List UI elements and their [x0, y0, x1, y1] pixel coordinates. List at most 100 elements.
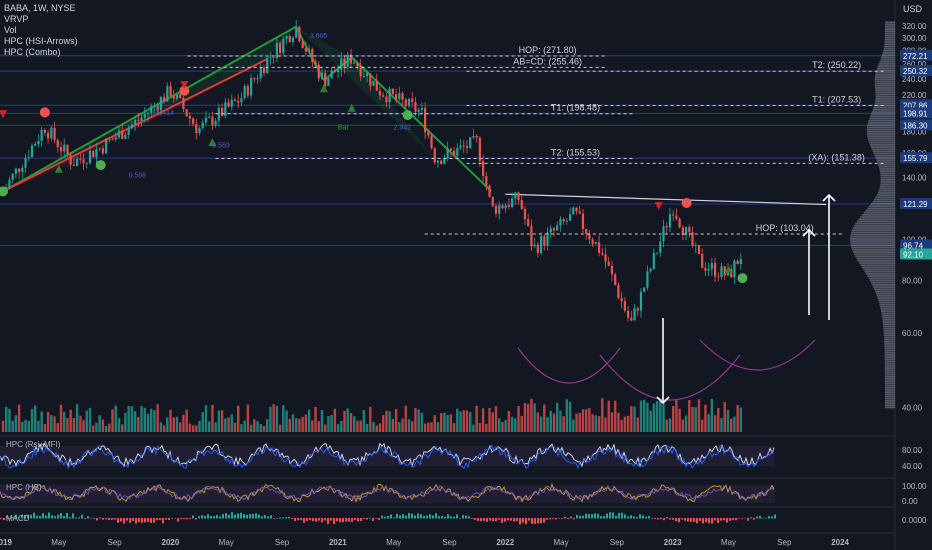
volume-bar	[153, 410, 156, 432]
candle	[436, 160, 440, 163]
volume-bar	[5, 406, 8, 432]
candle	[301, 41, 304, 48]
time-tick-label: May	[219, 538, 234, 547]
macd-bar	[222, 514, 224, 519]
candle	[523, 208, 527, 220]
volume-profile-bar	[884, 21, 895, 24]
candle	[733, 260, 736, 278]
volume-bar	[652, 403, 656, 432]
candle	[30, 145, 34, 158]
candle	[156, 105, 159, 111]
macd-bar	[9, 518, 11, 519]
volume-profile-bar	[878, 163, 895, 166]
volume-profile-bar	[883, 47, 895, 50]
macd-bar	[426, 515, 428, 519]
candle	[701, 253, 704, 268]
volume-bar	[414, 408, 417, 432]
macd-bar	[555, 518, 557, 520]
candle	[552, 228, 556, 231]
candle	[694, 245, 697, 246]
indicator-hpc-combo[interactable]: HPC (Combo)	[4, 47, 61, 57]
candle	[427, 131, 430, 136]
volume-bar	[92, 425, 95, 432]
volume-bar	[365, 423, 369, 432]
macd-bar	[381, 515, 383, 519]
macd-bar	[714, 518, 716, 521]
candle	[240, 98, 243, 103]
macd-bar	[294, 518, 296, 522]
volume-bar	[662, 403, 665, 432]
candle	[411, 98, 414, 103]
volume-bar	[491, 412, 494, 432]
volume-profile-bar	[854, 253, 895, 256]
volume-profile-bar	[874, 82, 895, 85]
volume-bar	[56, 423, 59, 432]
volume-profile-bar	[880, 310, 895, 313]
volume-profile-bar	[866, 130, 895, 133]
volume-profile-bar	[853, 251, 895, 253]
volume-bar	[736, 405, 739, 432]
candle	[175, 94, 179, 99]
candle	[440, 160, 443, 164]
macd-bar	[342, 518, 344, 523]
indicator-vrvp[interactable]: VRVP	[4, 14, 29, 24]
candle	[11, 173, 14, 180]
volume-profile-bar	[884, 45, 895, 48]
volume-bar	[172, 417, 175, 432]
macd-bar	[234, 514, 236, 519]
macd-bar	[705, 518, 707, 523]
volume-bar	[704, 404, 707, 432]
volume-bar	[494, 406, 498, 432]
indicator-vol[interactable]: Vol	[4, 25, 17, 35]
indicator-hpc-hsi-arrows[interactable]: HPC (HSI-Arrows)	[4, 36, 78, 46]
macd-bar	[3, 518, 5, 521]
candle	[298, 26, 301, 42]
candle	[556, 225, 559, 231]
volume-profile-bar	[874, 288, 895, 291]
candle	[340, 58, 343, 70]
volume-bar	[584, 409, 588, 432]
volume-profile-bar	[878, 189, 895, 192]
macd-bar	[558, 517, 560, 519]
macd-bar	[411, 513, 413, 519]
macd-bar	[243, 514, 245, 519]
macd-bar	[603, 516, 605, 519]
candle	[50, 127, 53, 139]
macd-bar	[375, 518, 377, 519]
candle	[63, 144, 66, 152]
macd-bar	[246, 514, 248, 519]
volume-profile-bar	[849, 238, 895, 240]
candle	[652, 252, 655, 269]
candle	[568, 214, 572, 221]
arc-head	[599, 354, 741, 401]
macd-bar	[630, 515, 632, 519]
macd-bar	[366, 518, 368, 520]
symbol-title: BABA, 1W, NYSE	[4, 3, 76, 13]
candles	[1, 19, 742, 322]
macd-bar	[0, 518, 2, 520]
volume-profile-bar	[884, 354, 895, 356]
candle	[311, 49, 314, 62]
volume-bar	[633, 406, 636, 432]
volume-bar	[646, 402, 649, 432]
volume-bar	[304, 414, 308, 432]
macd-bar	[579, 515, 581, 519]
macd-bar	[195, 518, 197, 520]
volume-bar	[82, 420, 85, 432]
volume-profile-bar	[884, 360, 895, 363]
macd-bar	[399, 515, 401, 519]
volume-bar	[43, 424, 47, 432]
volume-profile-bar	[884, 369, 895, 372]
volume-bar	[623, 416, 627, 432]
macd-bar	[69, 516, 71, 519]
macd-bar	[648, 516, 650, 519]
price-badge	[900, 107, 932, 119]
candle	[485, 176, 488, 186]
subpanel-tick-label: 100.00	[902, 482, 927, 491]
volume-bar	[488, 408, 491, 432]
candle	[140, 117, 143, 121]
volume-profile-bar	[884, 338, 895, 341]
macd-bar	[312, 518, 314, 522]
volume-profile-bar	[884, 384, 895, 387]
